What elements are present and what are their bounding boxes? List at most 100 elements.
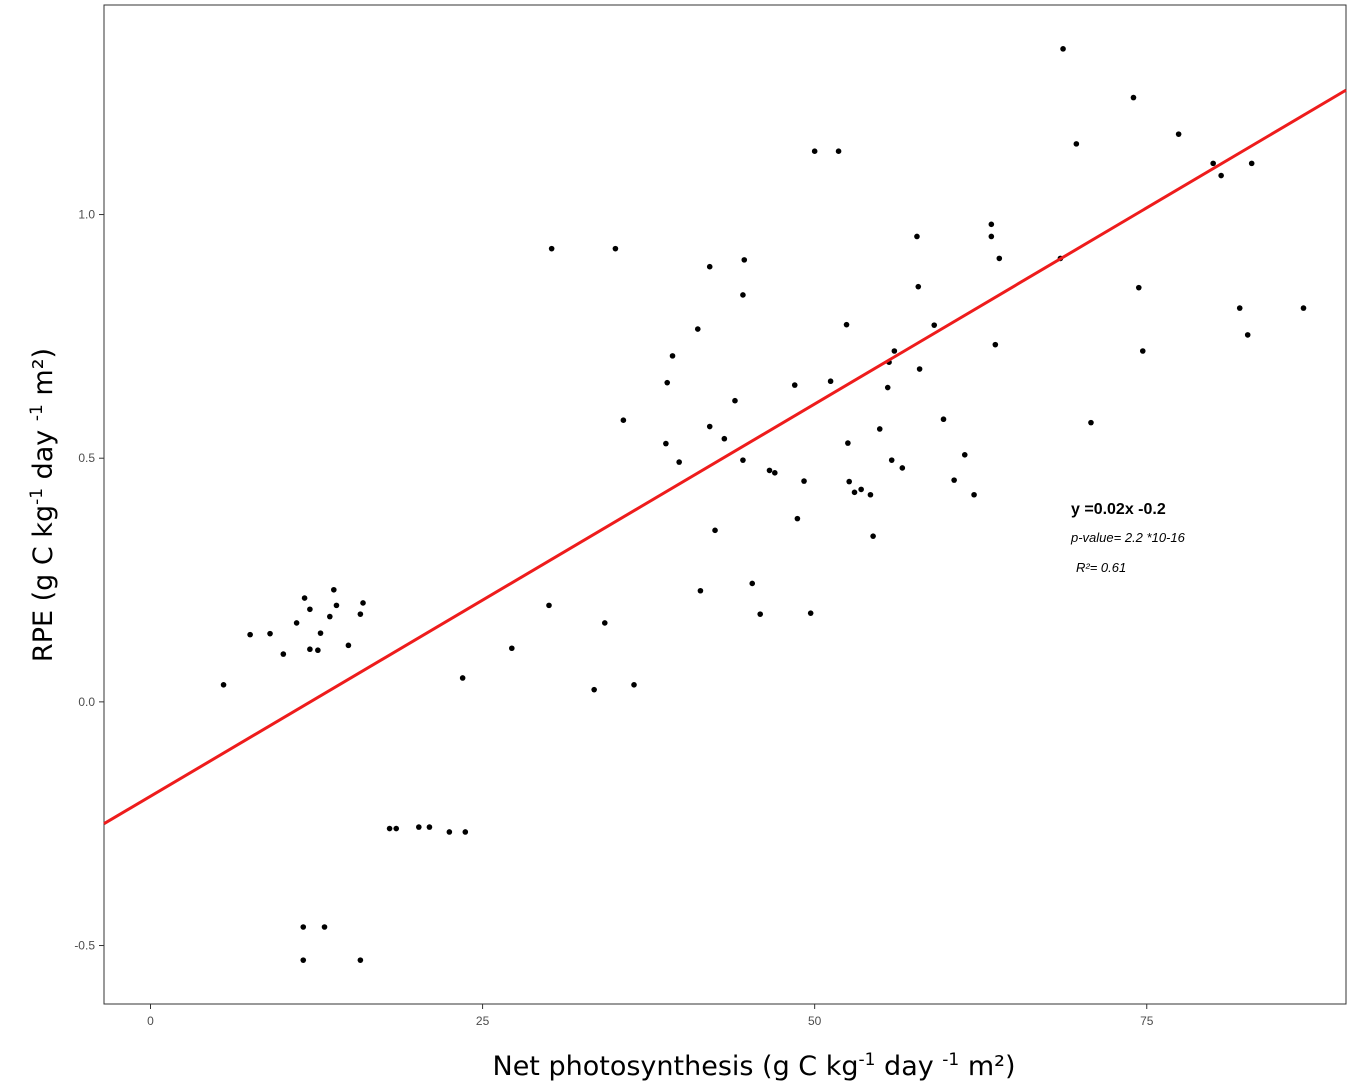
data-point [357,957,364,963]
data-point [971,491,977,498]
data-point [426,824,433,830]
data-point [712,527,718,534]
y-tick-label: 0.5 [78,451,95,465]
data-point [462,829,469,835]
data-point [741,257,748,263]
data-point [721,435,728,442]
data-point [931,322,938,328]
data-point [1300,305,1307,311]
data-point [706,263,713,270]
x-axis-title: Net photosynthesis (g C kg-1 day -1 m²) [493,1050,1016,1082]
data-point [1088,419,1094,426]
data-point [916,366,923,372]
data-point [509,645,515,652]
x-tick-label: 75 [1140,1014,1154,1028]
data-point [845,440,851,446]
x-tick-label: 0 [147,1014,154,1028]
data-point [996,255,1003,262]
data-point [333,602,340,609]
data-point [851,489,858,496]
data-point [664,379,671,386]
data-point [772,470,778,476]
data-point [631,682,637,688]
y-tick-label: 1.0 [78,208,95,222]
data-point [1139,348,1146,354]
data-point [811,148,818,154]
data-point [867,491,874,498]
data-point [876,426,883,432]
regression-equation: y =0.02x -0.2 [1071,501,1166,518]
data-point [220,682,227,688]
data-point [891,348,898,354]
r-squared-label: R²= 0.61 [1076,560,1126,575]
data-point [740,292,746,298]
data-point [749,580,756,587]
data-point [870,533,876,539]
data-point [884,384,891,391]
data-point [757,611,764,617]
data-point [546,602,552,609]
y-axis-ticks: -0.5 0.0 0.5 1.0 [74,208,104,953]
data-point [301,595,308,601]
data-point [317,630,324,636]
data-point [1130,94,1137,101]
x-axis-ticks: 0 25 50 75 [147,1004,1154,1028]
data-point [416,824,422,830]
data-point [835,148,842,154]
x-tick-label: 25 [476,1014,490,1028]
data-point [300,957,307,963]
data-point [801,478,807,484]
data-point [360,600,366,606]
data-point [620,417,627,423]
data-point [706,423,713,430]
x-tick-label: 50 [808,1014,822,1028]
plot-panel [103,4,1347,1005]
data-point [315,647,321,654]
data-point [914,233,920,240]
data-point [732,397,738,404]
data-point [846,478,852,485]
data-point [988,221,995,228]
data-point [307,606,313,613]
data-point [827,378,834,385]
y-axis-title: RPE (g C kg-1 day -1 m²) [27,348,59,662]
data-point [393,825,400,832]
data-point [988,233,995,240]
data-point [1248,160,1255,167]
data-point [1244,332,1251,338]
data-point [961,451,968,458]
data-point [697,587,704,594]
data-point [247,631,253,638]
data-points [220,46,1307,963]
data-point [591,686,597,693]
data-point [293,620,300,626]
data-point [694,326,701,332]
data-point [663,440,669,447]
data-point [1073,141,1080,147]
data-point [327,613,333,620]
data-point [899,465,906,471]
data-point [331,586,337,593]
data-point [791,382,798,388]
data-point [915,283,922,290]
data-point [1218,172,1224,179]
data-point [740,457,746,463]
data-point [386,825,393,832]
data-point [843,321,850,328]
data-point [1236,305,1243,311]
data-point [357,611,364,617]
data-point [858,486,864,493]
data-point [548,245,555,252]
data-point [307,646,313,653]
data-point [1060,46,1066,52]
y-tick-label: 0.0 [78,695,95,709]
data-point [267,630,273,637]
data-point [676,459,682,465]
data-point [951,477,957,483]
regression-line [103,88,1347,826]
data-point [888,457,895,463]
data-point [992,341,999,348]
data-point [300,924,307,930]
y-tick-label: -0.5 [74,939,95,953]
data-point [940,416,947,423]
